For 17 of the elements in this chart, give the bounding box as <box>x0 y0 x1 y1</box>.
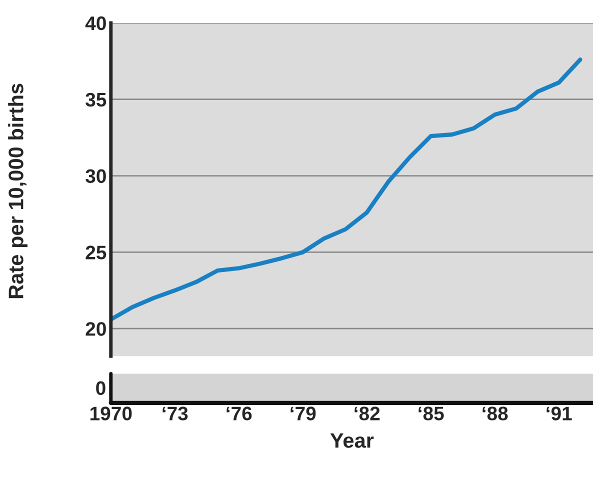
y-tick-label: 20 <box>86 322 106 336</box>
x-tick-label: ‘85 <box>418 406 444 420</box>
x-tick-label: 1970 <box>90 406 132 420</box>
x-tick-label: ‘91 <box>546 406 572 420</box>
x-tick-label: ‘82 <box>354 406 380 420</box>
x-tick-label: ‘88 <box>482 406 508 420</box>
x-tick-label: ‘76 <box>226 406 252 420</box>
y-axis-title: Rate per 10,000 births <box>8 84 28 298</box>
y-tick-label: 30 <box>86 169 106 184</box>
x-tick-label: ‘73 <box>162 406 188 420</box>
y-tick-label: 35 <box>86 92 106 107</box>
y-tick-label: 40 <box>85 16 106 30</box>
x-tick-label: ‘79 <box>290 406 316 420</box>
line-series <box>110 58 582 322</box>
x-axis-title: Year <box>330 433 374 448</box>
y-tick-label: 25 <box>86 246 106 260</box>
text: 0 <box>96 381 106 396</box>
